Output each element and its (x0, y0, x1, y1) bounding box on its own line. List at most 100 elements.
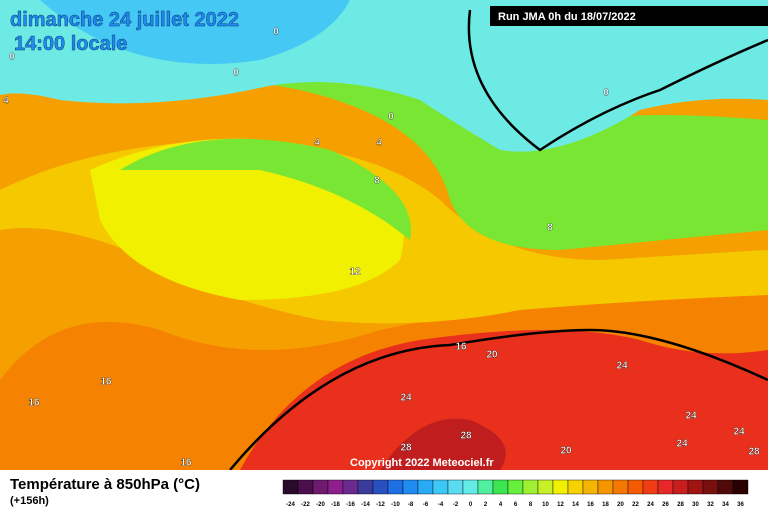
contour-label: 16 (28, 398, 40, 409)
legend-swatch (687, 479, 704, 495)
contour-label: 0 (9, 52, 15, 63)
legend-swatch (702, 479, 719, 495)
legend-tick-label: 30 (692, 502, 699, 508)
legend-tick-label: 28 (677, 502, 684, 508)
legend-tick-label: -12 (376, 502, 385, 508)
copyright: Copyright 2022 Meteociel.fr (350, 457, 494, 469)
legend-tick-label: -14 (361, 502, 370, 508)
legend-tick-label: 8 (529, 502, 533, 508)
contour-label: 28 (748, 447, 760, 458)
legend-swatch (282, 479, 299, 495)
contour-label: 0 (233, 68, 239, 79)
contour-label: 28 (460, 431, 472, 442)
legend-tick-label: 14 (572, 502, 579, 508)
contour-label: 4 (314, 138, 320, 149)
legend-swatch (567, 479, 584, 495)
legend-swatch (597, 479, 614, 495)
legend-tick-label: -10 (391, 502, 400, 508)
contour-label: 16 (455, 342, 467, 353)
legend-swatch (537, 479, 554, 495)
cold-zone (40, 0, 350, 64)
contour-label: 8 (547, 223, 553, 234)
contour-label: 16 (180, 458, 192, 469)
legend-tick-label: 12 (557, 502, 564, 508)
legend-swatch (627, 479, 644, 495)
legend-lead: (+156h) (10, 495, 49, 507)
legend-swatch (717, 479, 734, 495)
legend-tick-label: 26 (662, 502, 669, 508)
contour-label: 24 (616, 361, 628, 372)
zero-isotherm (467, 9, 768, 152)
run-label: Run JMA 0h du 18/07/2022 (498, 11, 636, 23)
legend-tick-label: -2 (453, 502, 459, 508)
legend-swatch (582, 479, 599, 495)
legend-tick-label: 4 (499, 502, 503, 508)
legend-tick-label: 2 (484, 502, 488, 508)
legend-tick-label: -22 (301, 502, 310, 508)
twenty-isotherm (229, 328, 768, 471)
legend-swatch (552, 479, 569, 495)
legend-swatch (462, 479, 479, 495)
contour-label: 20 (560, 446, 572, 457)
contour-label: 24 (733, 427, 745, 438)
legend-tick-label: -18 (331, 502, 340, 508)
legend-swatch (447, 479, 464, 495)
legend-swatch (507, 479, 524, 495)
contour-label: 4 (3, 96, 9, 107)
legend-tick-label: 0 (469, 502, 473, 508)
legend-swatch (417, 479, 434, 495)
legend-swatch (342, 479, 359, 495)
map-subtitle: 14:00 locale (14, 33, 127, 55)
legend-tick-label: -8 (408, 502, 414, 508)
legend-swatch (432, 479, 449, 495)
hot-core (380, 418, 506, 470)
legend-swatch (612, 479, 629, 495)
legend-swatch (387, 479, 404, 495)
legend-tick-label: 24 (647, 502, 654, 508)
contour-label: 0 (388, 112, 394, 123)
contour-label: 24 (685, 411, 697, 422)
legend-swatch (357, 479, 374, 495)
legend-tick-label: 20 (617, 502, 624, 508)
legend-swatch (642, 479, 659, 495)
legend-tick-label: 32 (707, 502, 714, 508)
legend-tick-label: -20 (316, 502, 325, 508)
legend-tick-label: 10 (542, 502, 549, 508)
contour-label: 12 (349, 267, 361, 278)
contour-label: 4 (376, 138, 382, 149)
legend-tick-label: 22 (632, 502, 639, 508)
legend-tick-label: 34 (722, 502, 729, 508)
legend-swatch (672, 479, 689, 495)
legend-swatch (402, 479, 419, 495)
contour-label: 24 (400, 393, 412, 404)
contour-label: 20 (486, 350, 498, 361)
contour-label: 8 (374, 176, 380, 187)
hot-zone (240, 330, 768, 470)
contour-label: 0 (273, 27, 279, 38)
legend-swatch (372, 479, 389, 495)
legend-tick-label: -16 (346, 502, 355, 508)
legend-swatch (522, 479, 539, 495)
legend-swatch (297, 479, 314, 495)
legend-swatch (327, 479, 344, 495)
legend-title: Température à 850hPa (°C) (10, 476, 200, 493)
contour-label: 16 (100, 377, 112, 388)
green-zone (0, 40, 768, 250)
legend-tick-label: -24 (286, 502, 295, 508)
legend-swatch (477, 479, 494, 495)
legend-swatch (492, 479, 509, 495)
contour-label: 24 (676, 439, 688, 450)
legend-tick-label: 36 (737, 502, 744, 508)
run-box (490, 6, 768, 26)
legend-tick-label: 16 (587, 502, 594, 508)
contour-label: 28 (400, 443, 412, 454)
contour-label: 0 (603, 88, 609, 99)
legend-tick-label: -6 (423, 502, 429, 508)
legend-swatch (312, 479, 329, 495)
legend-tick-label: 18 (602, 502, 609, 508)
map-title: dimanche 24 juillet 2022 (10, 9, 239, 31)
legend-swatch (657, 479, 674, 495)
legend-swatch (732, 479, 749, 495)
legend-tick-label: 6 (514, 502, 518, 508)
